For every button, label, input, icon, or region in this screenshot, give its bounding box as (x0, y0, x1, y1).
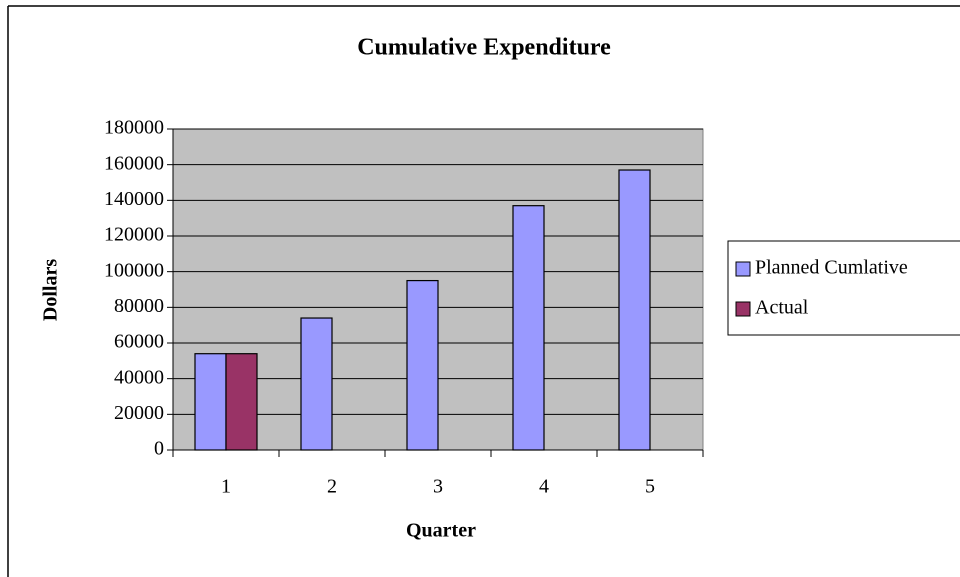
chart-title: Cumulative Expenditure (357, 35, 611, 61)
bar (300, 317, 333, 451)
bar (225, 353, 258, 451)
x-tick-label: 1 (221, 476, 231, 498)
x-axis-label: Quarter (406, 520, 476, 542)
y-tick-label: 160000 (104, 152, 164, 174)
legend-label: Actual (755, 297, 809, 319)
legend-label: Planned Cumlative (755, 257, 908, 279)
y-tick-label: 20000 (114, 402, 164, 424)
y-tick-label: 140000 (104, 188, 164, 210)
y-tick-label: 40000 (114, 366, 164, 388)
y-tick-label: 120000 (104, 224, 164, 246)
y-tick-label: 80000 (114, 295, 164, 317)
y-axis-label: Dollars (40, 259, 62, 321)
bar (406, 279, 439, 451)
y-tick-label: 0 (154, 438, 164, 460)
x-tick-label: 4 (539, 476, 549, 498)
bar (618, 169, 651, 451)
legend-swatch (735, 301, 751, 317)
y-tick-label: 100000 (104, 259, 164, 281)
bar (194, 353, 227, 451)
legend (727, 240, 960, 336)
y-tick-label: 180000 (104, 117, 164, 139)
y-tick-label: 60000 (114, 331, 164, 353)
bar (512, 205, 545, 451)
x-tick-label: 5 (645, 476, 655, 498)
x-tick-label: 3 (433, 476, 443, 498)
x-tick-label: 2 (327, 476, 337, 498)
legend-swatch (735, 261, 751, 277)
